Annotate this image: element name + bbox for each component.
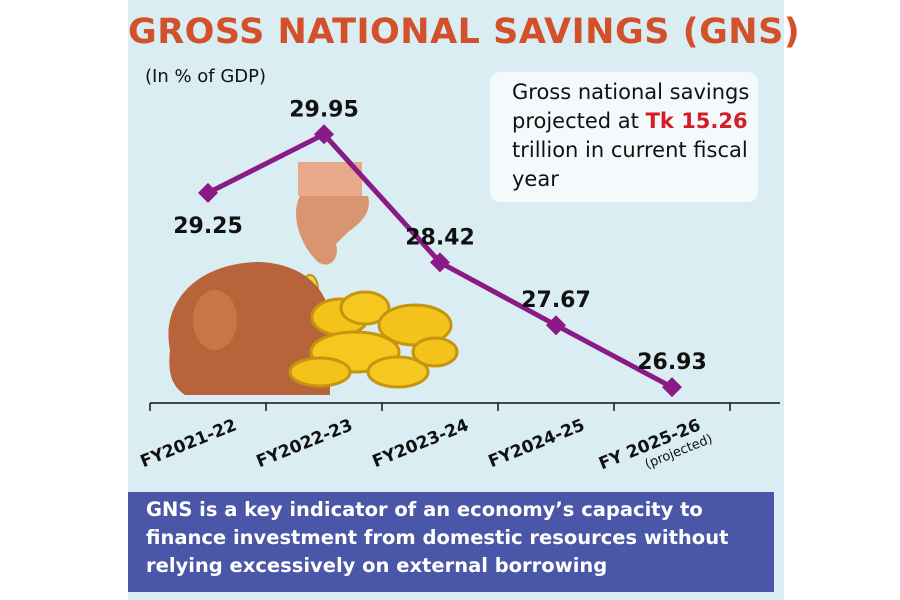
data-label: 29.95 — [289, 97, 359, 122]
category-label-group: FY2021-22 — [138, 415, 240, 472]
category-label-group: FY2023-24 — [370, 415, 472, 472]
data-label: 27.67 — [521, 288, 591, 313]
category-labels: FY2021-22 FY2022-23 FY2023-24 FY2024-25 FY 2… — [138, 415, 715, 474]
data-labels: 29.25 29.95 28.42 27.67 26.93 — [173, 97, 707, 375]
category-label-group: FY 2025-26(projected) — [596, 415, 715, 474]
coin-7 — [411, 336, 459, 368]
data-point-marker — [314, 124, 334, 145]
data-point-marker — [430, 252, 450, 273]
coin-6 — [366, 355, 430, 389]
coin-5 — [288, 356, 352, 388]
callout-text: Gross national savings projected at Tk 1… — [512, 78, 752, 194]
callout-text-after: trillion in current fiscal year — [512, 138, 748, 191]
category-label: FY2021-22 — [138, 415, 240, 472]
callout-highlight-amount: Tk 15.26 — [645, 109, 748, 133]
chart-title: GROSS NATIONAL SAVINGS (GNS) — [128, 12, 801, 52]
piggy-bank-highlight — [193, 290, 237, 350]
hand-shape — [296, 196, 369, 265]
piggy-bank-illustration — [168, 162, 459, 395]
data-point-marker — [198, 182, 218, 203]
category-label: FY2024-25 — [486, 415, 588, 472]
category-label-group: FY2024-25 — [486, 415, 588, 472]
data-label: 28.42 — [405, 225, 475, 250]
callout-text-before: Gross national savings projected at — [512, 80, 750, 133]
category-label: FY2023-24 — [370, 415, 472, 472]
data-point-marker — [662, 377, 682, 398]
data-label: 29.25 — [173, 214, 243, 239]
x-axis-ticks — [149, 403, 731, 411]
data-label: 26.93 — [637, 350, 707, 375]
chart-subtitle: (In % of GDP) — [145, 66, 267, 87]
category-label-group: FY2022-23 — [254, 415, 356, 472]
footnote-text: GNS is a key indicator of an economy’s c… — [146, 498, 729, 577]
savings-callout-box: Gross national savings projected at Tk 1… — [490, 72, 758, 202]
data-point-marker — [546, 315, 566, 336]
footnote-box: GNS is a key indicator of an economy’s c… — [128, 492, 774, 592]
category-label: FY2022-23 — [254, 415, 356, 472]
coin-2 — [339, 290, 391, 326]
data-point-markers — [198, 124, 682, 398]
